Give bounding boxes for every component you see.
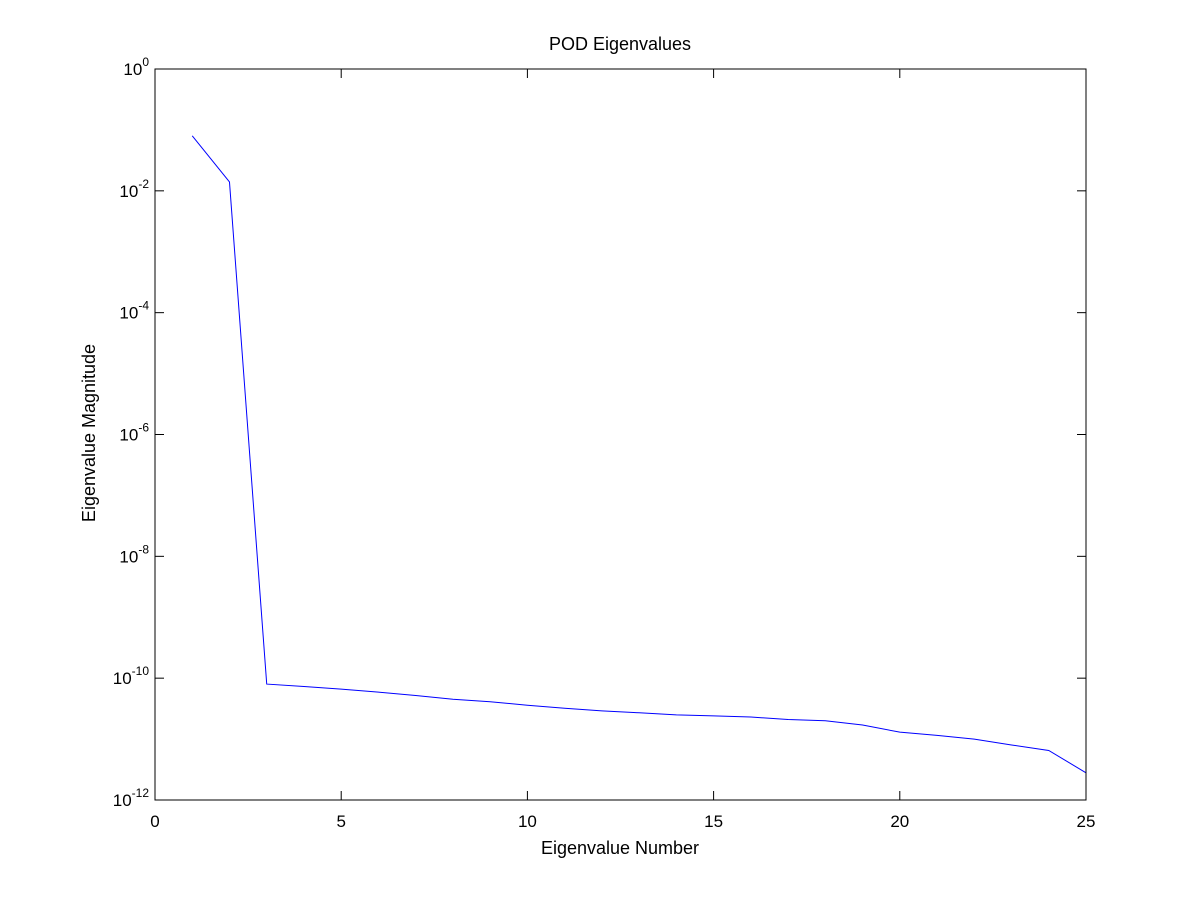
x-tick-label: 5 [336, 812, 345, 831]
y-tick-label-base: 10 [123, 60, 142, 79]
x-axis-title: Eigenvalue Number [541, 838, 699, 858]
x-tick-label: 0 [150, 812, 159, 831]
y-tick-label-base: 10 [119, 547, 138, 566]
plot-frame [154, 68, 1087, 801]
y-tick-label: 10-6 [119, 421, 149, 445]
y-tick-label: 10-10 [113, 664, 150, 688]
y-tick-label-exponent: -12 [132, 786, 150, 800]
x-tick-label: 15 [704, 812, 723, 831]
y-tick-label-exponent: -2 [138, 177, 149, 191]
y-tick-label-base: 10 [119, 304, 138, 323]
y-tick-label: 10-2 [119, 177, 149, 201]
y-tick-label-exponent: -8 [138, 542, 149, 556]
x-tick-label: 10 [518, 812, 537, 831]
y-tick-label: 10-12 [113, 786, 150, 810]
series-line [191, 135, 1087, 774]
y-tick-label-base: 10 [113, 791, 132, 810]
y-tick-label-base: 10 [113, 669, 132, 688]
y-tick-label-exponent: 0 [142, 55, 149, 69]
y-axis-title: Eigenvalue Magnitude [79, 344, 99, 522]
y-tick-label: 10-8 [119, 542, 149, 566]
y-tick-label: 10-4 [119, 299, 149, 323]
y-tick-label: 100 [123, 55, 149, 79]
y-tick-label-exponent: -4 [138, 299, 149, 313]
y-tick-label-base: 10 [119, 182, 138, 201]
y-tick-label-base: 10 [119, 426, 138, 445]
chart-title: POD Eigenvalues [549, 34, 691, 54]
x-tick-label: 25 [1077, 812, 1096, 831]
y-tick-label-exponent: -10 [132, 664, 150, 678]
x-tick-label: 20 [890, 812, 909, 831]
y-tick-label-exponent: -6 [138, 421, 149, 435]
